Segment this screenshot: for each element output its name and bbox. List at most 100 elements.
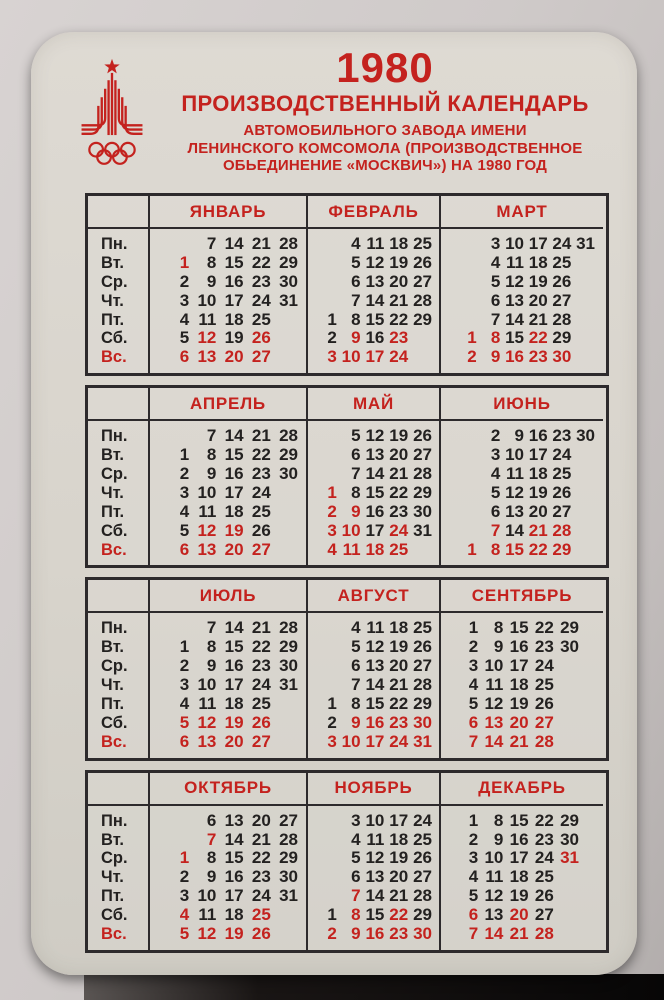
weekday-label: Пт. [101,887,125,906]
day-cell: 4 [468,675,479,695]
weekday-label: Ср. [101,272,128,291]
day-cell: 18 [509,675,529,695]
day-cell: 9 [493,637,504,657]
day-cell: 20 [251,810,271,830]
day-cell: 23 [389,712,409,732]
day-cell: 23 [552,426,572,446]
day-cell: 25 [251,501,271,521]
day-cell: 7 [206,234,217,253]
day-cell: 25 [413,618,432,638]
day-cell: 6 [179,731,190,751]
weekday-label: Сб. [101,521,128,540]
day-cell: 6 [206,810,217,830]
day-cell: 5 [351,637,361,657]
day-cell [554,887,579,906]
day-cell: 13 [505,290,524,310]
day-cell: 17 [509,656,529,676]
quarter-3-table: ИЮЛЬ АВГУСТ СЕНТЯБРЬ Пн. Вт. Ср. Чт. Пт. Сб. Вс. 7… [85,577,609,761]
day-cell: 7 [468,924,479,944]
day-cell: 13 [197,347,217,367]
day-cell: 13 [505,501,524,521]
month-grid: 3 10 17 24 4 11 18 25 5 12 19 26 6 13 20 27 7 14 21 28 1 8 15 2… [306,805,439,950]
month-grid: 7 14 21 28 1 8 15 22 29 2 9 16 23 30 3 10 17 24 4 11 18 25 5 12… [148,421,306,566]
day-cell [162,619,189,638]
day-cell: 30 [413,501,432,521]
day-cell [571,348,595,367]
month-title: НОЯБРЬ [306,772,439,806]
month-title: АПРЕЛЬ [148,388,306,422]
day-cell: 18 [224,905,244,925]
day-cell: 19 [528,482,548,502]
day-cell [408,541,432,560]
day-cell: 13 [224,810,244,830]
day-cell: 9 [206,656,217,676]
day-cell: 7 [206,426,217,446]
day-cell [313,868,337,887]
day-cell: 18 [528,464,548,484]
day-cell: 27 [413,271,432,291]
day-cell: 25 [413,234,432,253]
day-cell: 12 [197,328,217,348]
day-cell [453,273,477,292]
weekday-column-header [88,196,148,229]
weekday-label: Вт. [101,253,124,272]
weekday-label: Пт. [101,695,125,714]
day-cell: 16 [365,501,385,521]
day-cell: 26 [534,694,554,714]
day-cell: 26 [413,848,432,868]
day-cell: 22 [389,694,409,714]
day-cell: 12 [365,252,385,272]
day-cell [453,254,477,273]
day-cell: 29 [552,539,572,559]
day-cell: 23 [534,829,554,849]
day-cell: 28 [413,675,432,695]
day-cell [453,292,477,311]
day-cell: 13 [365,656,385,676]
day-cell [313,887,337,906]
day-cell: 12 [505,271,524,291]
day-cell: 22 [528,539,548,559]
day-cell [554,695,579,714]
day-cell: 2 [179,656,190,676]
month-title: ЯНВАРЬ [148,196,306,229]
weekday-label: Ср. [101,849,128,868]
day-cell: 13 [365,445,385,465]
day-cell: 31 [413,520,432,540]
day-cell: 6 [179,539,190,559]
day-cell [554,906,579,925]
day-cell: 4 [490,252,501,272]
day-cell: 31 [279,290,298,310]
day-cell [271,906,298,925]
day-cell: 23 [389,501,409,521]
day-cell [571,484,595,503]
day-cell: 4 [490,464,501,484]
day-cell: 9 [206,271,217,291]
day-cell: 27 [413,867,432,887]
day-cell [554,733,579,752]
day-cell: 24 [534,848,554,868]
day-cell: 5 [179,712,190,732]
month-title: МАРТ [439,196,603,229]
day-cell: 10 [484,656,504,676]
weekday-label: Вт. [101,638,124,657]
weekday-label: Сб. [101,329,128,348]
day-cell: 26 [251,328,271,348]
day-cell: 10 [505,445,524,465]
day-cell: 10 [484,848,504,868]
day-cell: 14 [365,464,385,484]
day-cell [271,311,298,330]
day-cell: 22 [389,905,409,925]
weekday-column-header [88,580,148,614]
day-cell: 10 [197,290,217,310]
day-cell: 18 [224,694,244,714]
day-cell: 27 [552,501,572,521]
day-cell: 17 [224,290,244,310]
day-cell: 6 [468,905,479,925]
day-cell: 12 [197,924,217,944]
day-cell: 30 [560,637,579,657]
day-cell: 3 [490,445,501,465]
day-cell: 26 [552,271,572,291]
day-cell: 21 [251,426,271,446]
day-cell: 14 [224,234,244,253]
day-cell: 5 [490,271,501,291]
